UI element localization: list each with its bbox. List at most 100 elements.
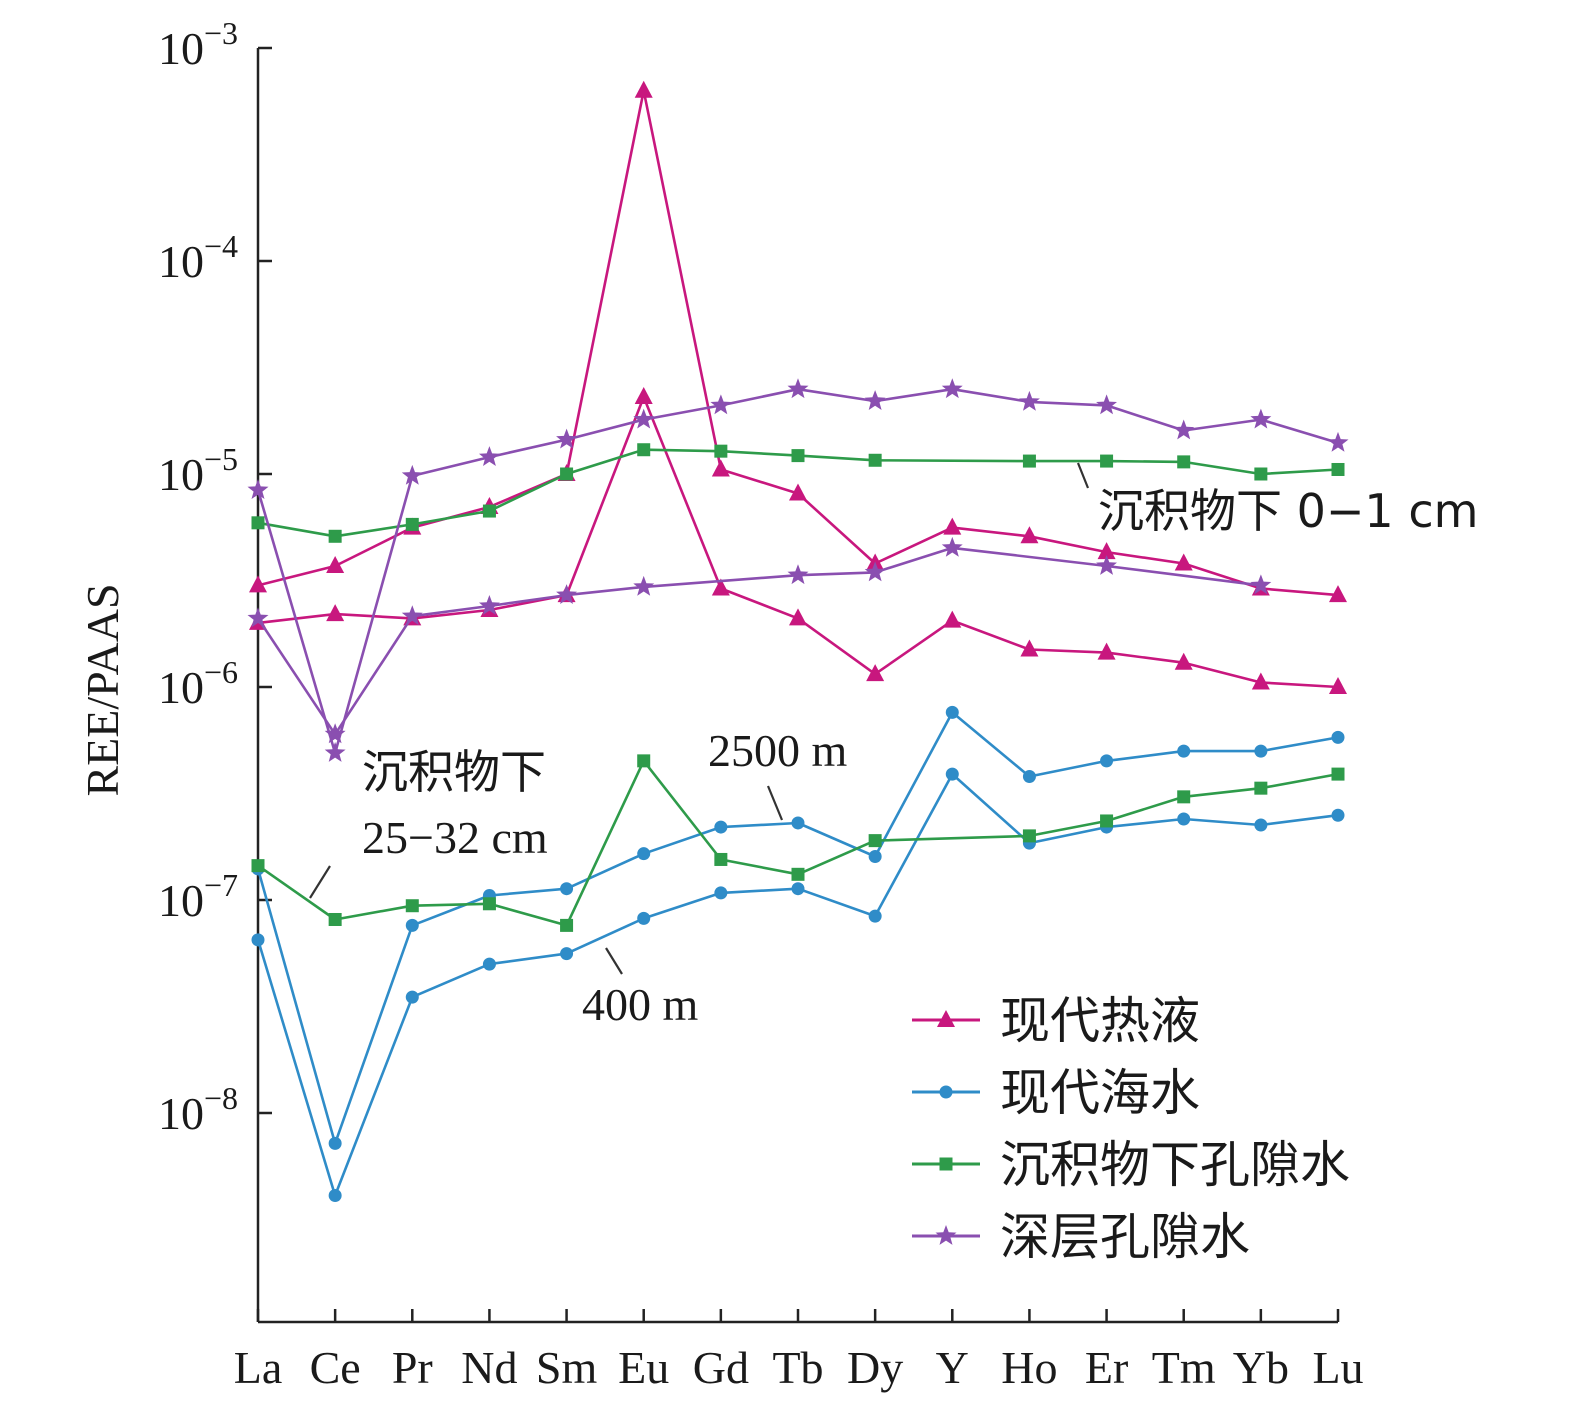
x-tick-label-tm: Tm bbox=[1152, 1342, 1216, 1393]
data-point-square bbox=[1331, 767, 1345, 781]
data-point-square bbox=[560, 918, 574, 932]
data-point-square bbox=[1177, 790, 1191, 804]
data-point-star bbox=[247, 479, 269, 499]
annotation-2500m: 2500 m bbox=[708, 725, 848, 776]
series-line bbox=[257, 759, 1339, 927]
data-point-square bbox=[868, 834, 882, 848]
annotation-deep-line1: 沉积物下 bbox=[362, 745, 546, 799]
y-tick-label: 10−6 bbox=[158, 654, 238, 713]
y-tick-label: 10−4 bbox=[158, 228, 238, 287]
data-point-circle bbox=[868, 850, 882, 864]
x-tick-label-nd: Nd bbox=[461, 1342, 517, 1393]
data-point-square bbox=[1254, 467, 1268, 481]
series-line bbox=[257, 395, 1339, 689]
data-point-square bbox=[1177, 455, 1191, 469]
data-point-circle bbox=[251, 933, 265, 947]
data-point-star bbox=[633, 408, 655, 429]
data-point-circle bbox=[328, 1136, 342, 1150]
data-point-triangle bbox=[1097, 642, 1116, 660]
data-point-square bbox=[251, 859, 265, 873]
x-tick-label-dy: Dy bbox=[847, 1342, 903, 1393]
data-point-square bbox=[328, 912, 342, 926]
data-point-square bbox=[1331, 462, 1345, 476]
legend-item-star: 深层孔隙水 bbox=[912, 1208, 1250, 1266]
series-line bbox=[257, 448, 1339, 538]
x-tick-label-y: Y bbox=[936, 1342, 969, 1393]
y-tick-label: 10−3 bbox=[158, 15, 238, 74]
data-point-circle bbox=[637, 847, 651, 861]
x-tick-label-eu: Eu bbox=[618, 1342, 669, 1393]
data-point-circle bbox=[791, 816, 805, 830]
tick-labels: 10−3 10−4 10−5 10−6 10−7 10−8 La Ce Pr Nd Sm Eu Gd Tb… bbox=[158, 15, 1364, 1393]
data-point-square bbox=[714, 852, 728, 866]
series-4 bbox=[251, 443, 1345, 543]
annotation-deep-line2: 25−32 cm bbox=[362, 812, 548, 863]
data-point-circle bbox=[714, 820, 728, 834]
legend-swatch-marker bbox=[939, 1157, 953, 1171]
data-point-star bbox=[787, 564, 809, 585]
data-point-circle bbox=[1254, 744, 1268, 758]
data-point-star bbox=[633, 575, 655, 596]
data-point-circle bbox=[791, 882, 805, 896]
data-point-triangle bbox=[711, 578, 730, 596]
axes bbox=[256, 46, 1340, 1324]
data-point-square bbox=[791, 867, 805, 881]
x-tick-label-gd: Gd bbox=[693, 1342, 749, 1393]
data-point-circle bbox=[945, 767, 959, 781]
series-3 bbox=[251, 767, 1345, 1202]
data-point-circle bbox=[405, 990, 419, 1004]
annotation-400m: 400 m bbox=[582, 979, 699, 1030]
data-point-star bbox=[556, 428, 577, 449]
legend-swatch-marker bbox=[937, 1010, 955, 1027]
data-point-triangle bbox=[789, 483, 807, 501]
data-point-triangle bbox=[1329, 585, 1347, 603]
data-point-star bbox=[556, 584, 577, 604]
data-point-star bbox=[1327, 431, 1349, 452]
legend-label: 深层孔隙水 bbox=[1000, 1208, 1250, 1266]
series-5 bbox=[251, 754, 1345, 932]
data-point-square bbox=[482, 504, 496, 518]
data-point-star bbox=[710, 394, 732, 415]
data-point-circle bbox=[868, 909, 882, 923]
data-point-triangle bbox=[1020, 639, 1039, 657]
data-point-circle bbox=[1100, 754, 1114, 768]
y-axis-label: REE/PAAS bbox=[77, 583, 128, 796]
data-point-triangle bbox=[943, 610, 962, 628]
data-point-star bbox=[401, 464, 423, 485]
data-point-square bbox=[405, 517, 419, 531]
data-point-star bbox=[324, 742, 346, 762]
x-tick-label-ce: Ce bbox=[310, 1342, 361, 1393]
data-point-triangle bbox=[1020, 526, 1039, 544]
legend-item-circle: 现代海水 bbox=[912, 1064, 1200, 1122]
x-tick-label-lu: Lu bbox=[1312, 1342, 1363, 1393]
data-point-triangle bbox=[711, 459, 730, 477]
leader-deep bbox=[309, 865, 331, 899]
data-point-square bbox=[405, 899, 419, 913]
data-point-square bbox=[637, 443, 651, 457]
data-point-star bbox=[941, 378, 963, 399]
data-point-triangle bbox=[634, 386, 653, 404]
data-point-star bbox=[1019, 390, 1040, 411]
data-point-star bbox=[1173, 419, 1195, 440]
data-point-circle bbox=[637, 911, 651, 925]
data-point-square bbox=[328, 529, 342, 543]
data-point-circle bbox=[560, 882, 574, 896]
x-tick-label-pr: Pr bbox=[392, 1342, 433, 1393]
data-point-circle bbox=[1331, 730, 1345, 744]
data-point-triangle bbox=[249, 575, 267, 593]
data-point-square bbox=[1100, 454, 1114, 468]
x-tick-label-er: Er bbox=[1085, 1342, 1128, 1393]
x-tick-label-tb: Tb bbox=[772, 1342, 823, 1393]
data-point-circle bbox=[1177, 744, 1191, 758]
data-point-star bbox=[864, 390, 886, 410]
series-2 bbox=[251, 705, 1345, 1150]
annotation-leaders bbox=[309, 462, 1090, 975]
data-point-square bbox=[1100, 814, 1114, 828]
data-point-circle bbox=[1331, 808, 1345, 822]
x-tick-label-ho: Ho bbox=[1001, 1342, 1057, 1393]
data-point-square bbox=[637, 754, 651, 768]
data-point-triangle bbox=[789, 608, 807, 626]
legend-item-square: 沉积物下孔隙水 bbox=[912, 1136, 1350, 1194]
